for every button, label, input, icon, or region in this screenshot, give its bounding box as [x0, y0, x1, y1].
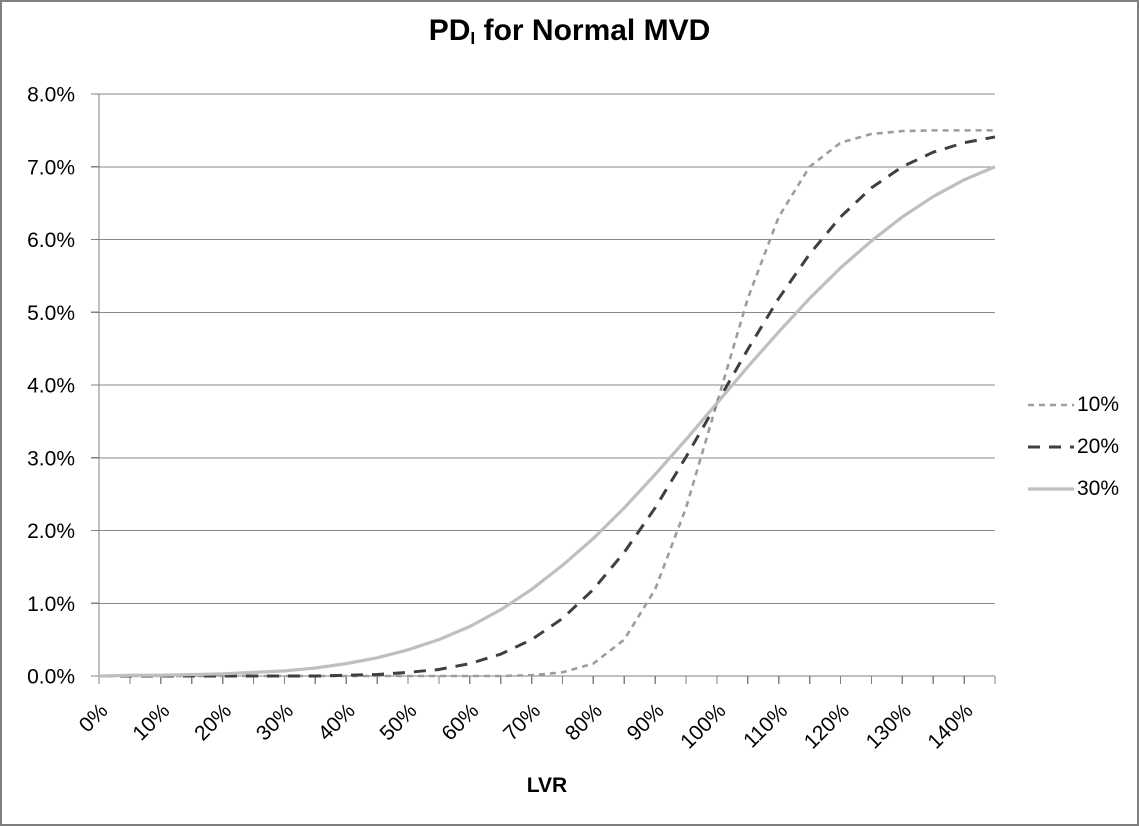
y-tick-label: 6.0%	[27, 229, 75, 252]
legend-label: 30%	[1077, 477, 1120, 500]
series-line-dashed-long	[99, 135, 996, 678]
chart-title-prefix: PD	[428, 14, 471, 47]
x-tick-label: 20%	[190, 699, 236, 745]
legend-item-20pct: 20%	[1028, 426, 1119, 468]
legend-item-10pct: 10%	[1028, 384, 1119, 426]
x-tick-label: 0%	[75, 699, 113, 737]
chart-title-subscript: I	[470, 27, 476, 48]
x-tick-label: 130%	[862, 699, 916, 753]
y-tick-label: 3.0%	[27, 447, 75, 470]
chart-title: PDI for Normal MVD	[2, 14, 1137, 48]
x-tick-label: 80%	[561, 699, 607, 745]
x-tick-label: 110%	[739, 699, 792, 752]
y-tick-label: 7.0%	[27, 156, 75, 179]
y-tick-label: 2.0%	[27, 520, 75, 543]
legend-label: 10%	[1077, 393, 1120, 416]
legend-item-30pct: 30%	[1028, 468, 1119, 510]
x-axis-title: LVR	[526, 774, 568, 797]
series-line-solid	[98, 165, 996, 678]
x-tick-label: 10%	[128, 699, 174, 745]
x-tick-label: 50%	[376, 699, 422, 745]
legend-line-sample-solid	[1028, 487, 1074, 491]
y-tick-label: 4.0%	[27, 375, 75, 398]
y-tick-label: 0.0%	[27, 666, 75, 689]
legend-label: 20%	[1077, 435, 1120, 458]
y-tick-label: 1.0%	[27, 593, 75, 616]
x-tick-label: 60%	[437, 699, 483, 745]
series-line-dashed-short	[99, 129, 995, 678]
y-tick-label: 8.0%	[27, 84, 75, 107]
x-tick-label: 40%	[314, 699, 360, 745]
x-tick-label: 120%	[800, 699, 854, 753]
legend-line-sample-dashed-long	[1028, 445, 1074, 449]
legend-line-sample-dashed-short	[1028, 403, 1074, 407]
x-tick-label: 30%	[252, 699, 298, 745]
x-tick-label: 100%	[676, 699, 730, 753]
legend: 10% 20% 30%	[1028, 384, 1119, 510]
x-tick-label: 70%	[499, 699, 545, 745]
chart-title-suffix: for Normal MVD	[475, 14, 711, 47]
y-tick-label: 5.0%	[27, 302, 75, 325]
x-tick-label: 90%	[623, 699, 669, 745]
x-tick-label: 140%	[923, 699, 977, 753]
